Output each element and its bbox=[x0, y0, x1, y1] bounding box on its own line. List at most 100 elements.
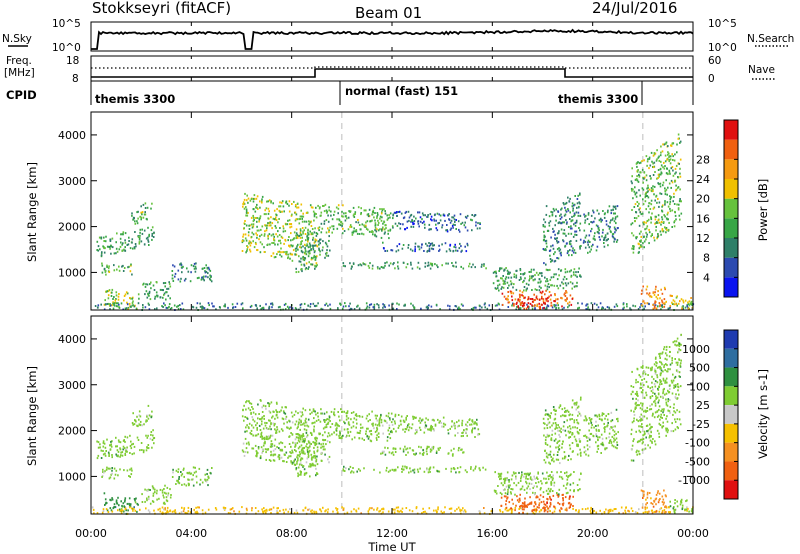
velocity-swatch-2 bbox=[724, 367, 738, 387]
power-ylabel: Slant Range [km] bbox=[25, 162, 39, 262]
power-y-axis: 1000 2000 3000 4000 bbox=[58, 129, 693, 279]
noise-right-label: N.Search bbox=[747, 33, 794, 45]
freq-label-2: [MHz] bbox=[4, 67, 35, 79]
power_colorbar-swatch-0 bbox=[724, 277, 738, 297]
echo-region-2 bbox=[131, 202, 153, 225]
echo-region-19 bbox=[582, 205, 619, 254]
y-tick-label: 1000 bbox=[58, 470, 86, 483]
power_colorbar-swatch-7 bbox=[724, 139, 738, 160]
velocity-swatch-4 bbox=[724, 405, 738, 424]
time-xlabel: Time UT bbox=[367, 540, 416, 554]
power_colorbar-swatch-4 bbox=[724, 198, 738, 219]
power_colorbar-tick-label: 8 bbox=[703, 252, 710, 265]
cpid-segment-2: normal (fast) 151 bbox=[345, 84, 458, 98]
power-colorbar-label: Power [dB] bbox=[756, 179, 770, 242]
freq-right-tick-top: 60 bbox=[708, 55, 721, 67]
echo-region-17 bbox=[492, 267, 582, 292]
y-tick-label: 4000 bbox=[58, 129, 86, 142]
echo-region-3 bbox=[101, 262, 133, 276]
echo-region-17 bbox=[493, 471, 582, 496]
date-title: 24/Jul/2016 bbox=[592, 0, 677, 17]
nave-line bbox=[91, 66, 693, 69]
velocity-ylabel: Slant Range [km] bbox=[25, 366, 39, 466]
velocity-tick-label: 1000 bbox=[682, 343, 710, 356]
cpid-segment-1: themis 3300 bbox=[95, 92, 175, 106]
power_colorbar-swatch-3 bbox=[724, 218, 738, 238]
echo-region-19 bbox=[583, 408, 619, 457]
echo-region-21 bbox=[640, 489, 667, 514]
echo-region-10 bbox=[317, 235, 331, 259]
echo-region-7 bbox=[241, 192, 319, 266]
beam-title: Beam 01 bbox=[355, 4, 422, 22]
velocity-y-axis: 1000 2000 3000 4000 bbox=[58, 333, 693, 483]
echo-region-3 bbox=[101, 466, 133, 480]
velocity-tick-label: 100 bbox=[689, 380, 710, 393]
echo-region-21 bbox=[640, 285, 667, 310]
nave-label: Nave bbox=[748, 64, 775, 76]
echo-region-13 bbox=[380, 445, 465, 457]
echo-region-6 bbox=[171, 262, 213, 283]
echo-region-1 bbox=[96, 429, 156, 460]
y-tick-label: 3000 bbox=[58, 175, 86, 188]
echo-region-12 bbox=[342, 465, 487, 474]
velocity-colorbar: 1000 500 100 25 -25 -100 -500 -1000 bbox=[678, 329, 739, 500]
velocity-frame bbox=[723, 329, 739, 500]
noise-right-tick-bottom: 10^0 bbox=[708, 42, 737, 54]
echo-region-5 bbox=[142, 281, 172, 301]
echo-region-22 bbox=[669, 294, 694, 310]
velocity-swatch-6 bbox=[724, 442, 738, 462]
echo-region-12 bbox=[342, 261, 487, 270]
power-scatter bbox=[94, 112, 695, 311]
x-tick-label: 04:00 bbox=[175, 527, 207, 540]
echo-region-20 bbox=[630, 133, 683, 254]
freq-right-tick-bottom: 0 bbox=[708, 73, 715, 85]
cpid-segment-3: themis 3300 bbox=[558, 92, 638, 106]
velocity-swatch-1 bbox=[724, 348, 738, 368]
power_colorbar-swatch-6 bbox=[724, 159, 738, 179]
power_colorbar-swatch-1 bbox=[724, 257, 738, 278]
power_colorbar-tick-label: 28 bbox=[696, 153, 710, 166]
y-tick-label: 3000 bbox=[58, 379, 86, 392]
echo-region-15 bbox=[500, 493, 574, 512]
noise-sky-line bbox=[91, 28, 694, 50]
velocity-swatch-3 bbox=[724, 386, 738, 406]
x-tick-label: 16:00 bbox=[476, 527, 508, 540]
power_colorbar-tick-label: 16 bbox=[696, 212, 710, 225]
velocity-tick-label: -1000 bbox=[678, 474, 710, 487]
velocity-scatter bbox=[91, 316, 694, 515]
time-x-axis: 00:00 04:00 08:00 12:00 16:00 20:00 00:00 bbox=[75, 22, 709, 540]
y-tick-label: 2000 bbox=[58, 221, 86, 234]
echo-region-11 bbox=[392, 413, 481, 438]
echo-region-1 bbox=[96, 226, 155, 258]
y-tick-label: 2000 bbox=[58, 425, 86, 438]
echo-region-6 bbox=[171, 466, 213, 487]
x-tick-label: 00:00 bbox=[75, 527, 107, 540]
echo-region-9 bbox=[317, 203, 394, 240]
echo-region-8 bbox=[294, 230, 318, 274]
freq-left-tick-bottom: 8 bbox=[72, 73, 79, 85]
noise-right-tick-top: 10^5 bbox=[708, 18, 737, 30]
power_colorbar-frame bbox=[723, 119, 739, 298]
noise-left-tick-bottom: 10^0 bbox=[52, 42, 81, 54]
noise-left-label: N.Sky bbox=[2, 33, 32, 45]
echo-region-13 bbox=[382, 241, 469, 253]
power_colorbar-swatch-5 bbox=[724, 179, 738, 199]
echo-region-18 bbox=[542, 396, 582, 465]
noise-panel-frame bbox=[90, 21, 694, 52]
power_colorbar-tick-label: 20 bbox=[696, 193, 710, 206]
freq-left-tick-top: 18 bbox=[66, 55, 79, 67]
power_colorbar-tick-label: 24 bbox=[696, 173, 710, 186]
echo-region-20 bbox=[630, 333, 682, 462]
echo-region-22 bbox=[669, 498, 694, 514]
echo-region-18 bbox=[542, 192, 582, 266]
velocity-colorbar-label: Velocity [m s-1] bbox=[756, 369, 770, 459]
echo-region-10 bbox=[316, 438, 331, 464]
velocity-tick-label: 25 bbox=[696, 399, 710, 412]
cpid-label: CPID bbox=[6, 88, 37, 102]
echo-region-8 bbox=[294, 434, 319, 478]
echo-region-14 bbox=[94, 302, 695, 311]
y-tick-label: 1000 bbox=[58, 266, 86, 279]
freq-label-1: Freq. bbox=[6, 55, 32, 67]
power_colorbar-swatch-8 bbox=[724, 120, 738, 140]
